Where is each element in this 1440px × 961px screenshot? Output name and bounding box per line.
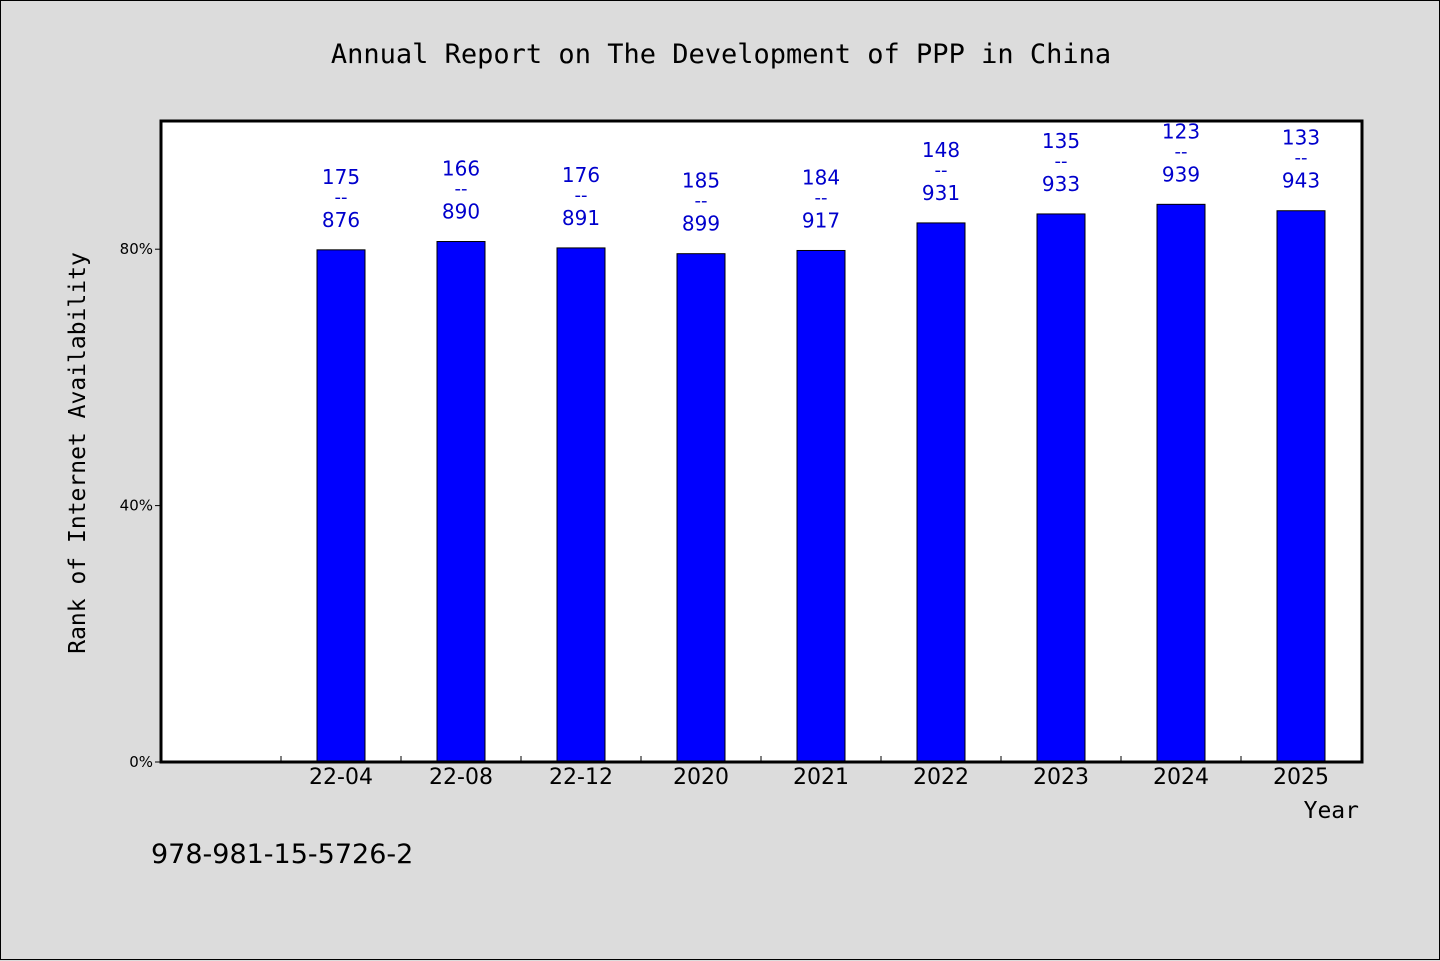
y-axis-label: Rank of Internet Availability (65, 252, 91, 654)
chart-title: Annual Report on The Development of PPP … (331, 39, 1111, 70)
bar-label-top: 148 (922, 138, 960, 162)
footnote-isbn: 978-981-15-5726-2 (151, 839, 413, 870)
x-tick-label: 2023 (1033, 765, 1089, 790)
x-axis-label: Year (1304, 798, 1359, 824)
bar-label-bottom: 876 (322, 208, 360, 232)
x-tick-label: 2024 (1153, 765, 1209, 790)
bar-label-top: 166 (442, 157, 480, 181)
y-tick-label: 40% (120, 497, 153, 515)
bar-label-bottom: 933 (1042, 172, 1080, 196)
bar-label-separator: -- (1175, 141, 1188, 162)
data-labels-layer: 175--876166--890176--891185--899184--917… (322, 119, 1320, 235)
bar-22-12 (556, 247, 606, 763)
x-tick-label: 2025 (1273, 765, 1329, 790)
bar-label-bottom: 931 (922, 181, 960, 205)
bar-2022 (916, 222, 966, 763)
bar-label-bottom: 899 (682, 212, 720, 236)
bar-2024 (1156, 203, 1206, 763)
y-tick-label: 0% (129, 753, 153, 771)
bar-label-separator: -- (575, 185, 588, 206)
x-axis: 22-04 22-08 22-12 2020 2021 2022 2023 2024 2025 (280, 756, 1362, 790)
bar-2023 (1036, 213, 1086, 763)
bar-label-top: 123 (1162, 119, 1200, 143)
bar-label-separator: -- (455, 179, 468, 200)
x-tick-label: 22-08 (429, 765, 493, 790)
x-tick-label: 2022 (913, 765, 969, 790)
bar-label-separator: -- (935, 160, 948, 181)
bars-layer (316, 203, 1326, 763)
bar-label-separator: -- (1295, 148, 1308, 169)
y-axis: 0% 40% 80% (120, 240, 161, 771)
x-tick-label: 2021 (793, 765, 849, 790)
x-tick-label: 2020 (673, 765, 729, 790)
bar-label-separator: -- (815, 187, 828, 208)
bar-label-top: 135 (1042, 129, 1080, 153)
bar-label-separator: -- (1055, 151, 1068, 172)
bar-label-bottom: 890 (442, 200, 480, 224)
x-tick-label: 22-04 (309, 765, 373, 790)
bar-label-top: 176 (562, 163, 600, 187)
bar-label-separator: -- (335, 187, 348, 208)
bar-label-bottom: 891 (562, 206, 600, 230)
bar-label-bottom: 943 (1282, 169, 1320, 193)
bar-label-bottom: 917 (802, 208, 840, 232)
bar-label-bottom: 939 (1162, 162, 1200, 186)
bar-2025 (1276, 210, 1326, 763)
y-tick-label: 80% (120, 240, 153, 258)
x-tick-label: 22-12 (549, 765, 613, 790)
bar-label-top: 175 (322, 165, 360, 189)
bar-label-top: 185 (682, 169, 720, 193)
bar-label-top: 133 (1282, 126, 1320, 150)
bar-label-top: 184 (802, 165, 840, 189)
bar-22-04 (316, 249, 366, 763)
bar-2020 (676, 253, 726, 763)
bar-2021 (796, 249, 846, 763)
bar-22-08 (436, 241, 486, 763)
bar-label-separator: -- (695, 191, 708, 212)
